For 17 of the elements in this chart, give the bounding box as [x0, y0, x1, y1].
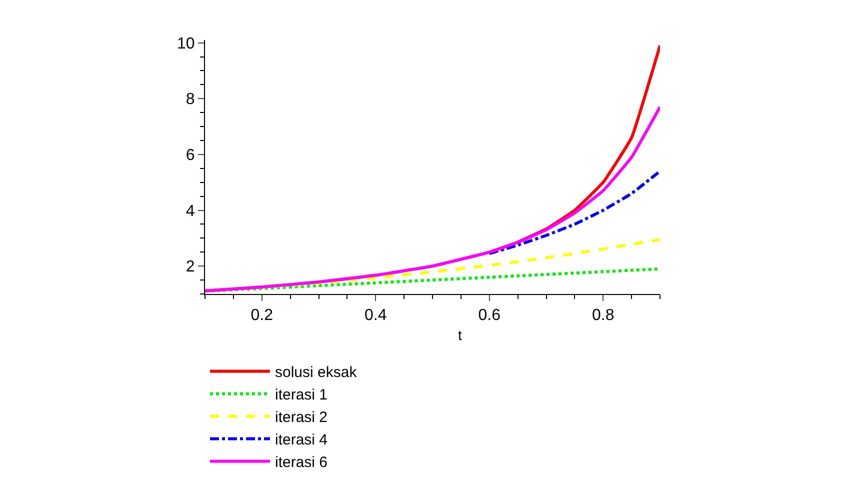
- y-tick-label: 8: [186, 91, 195, 108]
- legend-label: iterasi 4: [275, 432, 328, 449]
- legend-label: iterasi 2: [275, 409, 328, 426]
- line-series: [205, 105, 660, 292]
- y-tick-label: 4: [186, 202, 195, 220]
- y-tick-label: 10: [177, 35, 195, 52]
- y-tick-label: 6: [186, 147, 195, 164]
- line-series: [488, 170, 660, 256]
- legend-label: iterasi 1: [275, 386, 328, 404]
- x-tick-label: 0.2: [250, 307, 274, 324]
- x-tick-label: 0.8: [592, 307, 614, 324]
- y-tick-label: 2: [186, 258, 195, 276]
- legend-label: solusi eksak: [275, 364, 358, 382]
- x-tick-label: 0.4: [364, 307, 387, 324]
- legend-label: iterasi 6: [275, 454, 328, 472]
- x-axis-title: t: [458, 327, 462, 343]
- x-tick-label: 0.6: [478, 307, 501, 324]
